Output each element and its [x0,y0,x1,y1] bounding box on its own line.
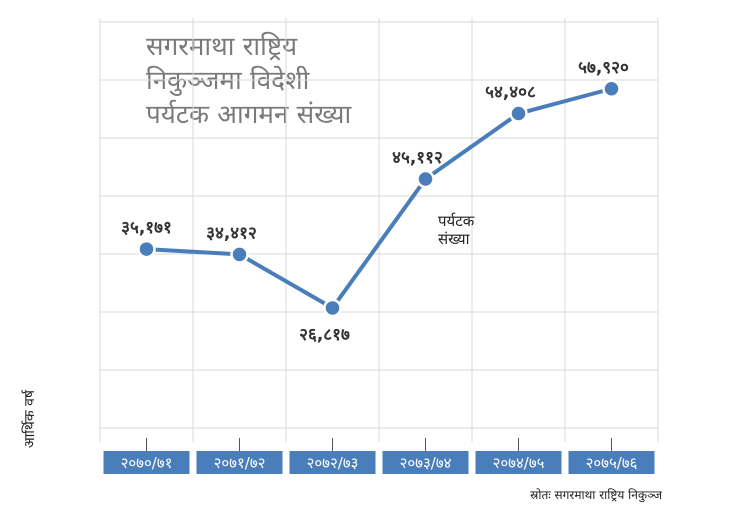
tick-label-box [103,451,190,474]
data-label: ३५,१७१ [121,218,172,238]
chart-title: सगरमाथा राष्ट्रिय निकुञ्जमा विदेशी पर्यट… [146,30,466,132]
tick-label: २०७२/७३ [307,454,359,472]
series-label: पर्यटक संख्या [438,212,528,248]
data-point [137,239,156,259]
tick-label: २०७०/७१ [121,454,173,472]
data-point [416,169,435,189]
data-point [230,245,249,264]
tick-label-box [196,451,283,474]
tick-label: २०७४/७५ [493,454,545,472]
tick-label-box [382,451,469,474]
tick-label: २०७१/७२ [214,454,266,472]
data-point [602,79,621,99]
x-axis-title: आर्थिक वर्ष [22,390,38,448]
series-label-line: पर्यटक [438,212,475,230]
tick-label: २०७३/७४ [400,454,452,472]
tick-label-box [568,451,655,474]
data-label: २६,८१७ [299,325,350,345]
chart-title-line: सगरमाथा राष्ट्रिय [146,32,298,62]
data-label: ४५,११२ [392,148,443,168]
series-line [144,86,614,310]
series-label-line: संख्या [438,230,470,248]
chart-title-line: पर्यटक आगमन संख्या [146,100,352,130]
tick-label-box [289,451,376,474]
source-note: स्रोतः सगरमाथा राष्ट्रिय निकुञ्ज [530,488,662,502]
data-label: ५४,४०८ [485,83,536,103]
tick-label-box [475,451,562,474]
data-label: ३४,४१२ [206,223,257,243]
data-point [509,104,528,123]
data-label: ५७,९२० [578,58,629,78]
data-point [323,298,342,318]
tick-label: २०७५/७६ [586,454,638,472]
chart-title-line: निकुञ्जमा विदेशी [146,66,310,96]
